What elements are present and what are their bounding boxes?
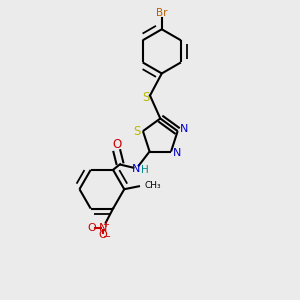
Text: N: N	[99, 223, 107, 233]
Text: O: O	[87, 223, 96, 233]
Text: Br: Br	[156, 8, 167, 18]
Text: −: −	[103, 232, 112, 242]
Text: +: +	[102, 220, 109, 229]
Text: S: S	[142, 92, 150, 104]
Text: N: N	[132, 164, 140, 174]
Text: N: N	[180, 124, 188, 134]
Text: H: H	[141, 165, 148, 175]
Text: O: O	[113, 138, 122, 151]
Text: N: N	[173, 148, 182, 158]
Text: O: O	[98, 230, 107, 240]
Text: CH₃: CH₃	[144, 181, 161, 190]
Text: S: S	[133, 124, 140, 138]
